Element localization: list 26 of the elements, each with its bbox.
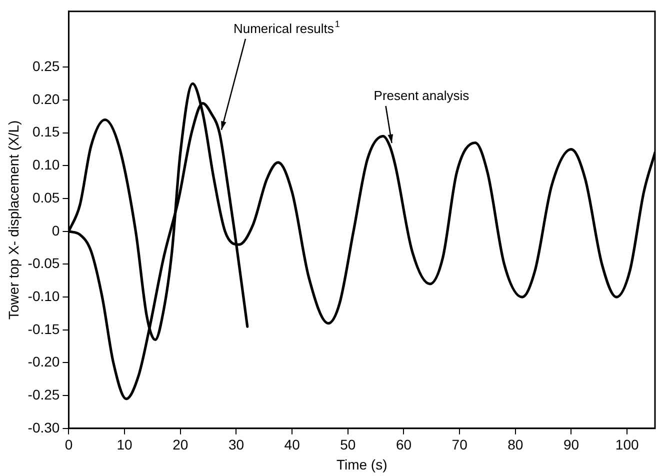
y-tick-label: -0.20 — [28, 354, 60, 370]
y-tick-label: 0.05 — [32, 189, 60, 206]
x-tick-label: 100 — [615, 436, 639, 453]
x-tick-label: 40 — [284, 436, 300, 453]
x-tick-label: 90 — [563, 436, 580, 453]
x-axis-title: Time (s) — [336, 456, 388, 472]
y-axis-title: Tower top X- displacement (X/L) — [5, 120, 22, 320]
annotation: Present analysis — [374, 88, 470, 104]
y-tick-label: -0.05 — [28, 255, 60, 272]
x-tick-label: 60 — [396, 436, 412, 453]
y-tick-label: -0.10 — [28, 288, 60, 304]
y-tick-label: -0.15 — [28, 320, 60, 337]
y-tick-label: 0.15 — [32, 124, 60, 140]
y-tick-label: -0.25 — [28, 386, 60, 402]
y-tick-label: 0.20 — [32, 90, 60, 107]
x-tick-label: 10 — [116, 436, 133, 453]
x-tick-label: 50 — [340, 436, 356, 453]
y-tick-label: 0.25 — [32, 58, 60, 74]
y-tick-label: 0 — [52, 222, 60, 238]
x-tick-label: 70 — [452, 436, 468, 453]
y-tick-label: 0.10 — [32, 156, 60, 173]
x-tick-label: 20 — [172, 436, 188, 453]
x-tick-label: 30 — [228, 436, 244, 453]
x-tick-label: 80 — [508, 436, 524, 453]
y-tick-label: -0.30 — [28, 419, 60, 436]
x-tick-label: 0 — [64, 436, 73, 453]
